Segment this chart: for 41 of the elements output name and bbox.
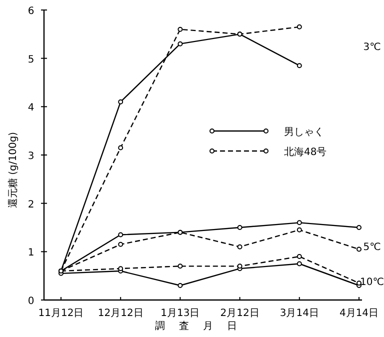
x-tick-label: 3月14日	[280, 308, 319, 319]
y-tick-label: 5	[28, 54, 34, 66]
point	[296, 63, 302, 68]
point	[118, 232, 124, 238]
point	[296, 220, 302, 226]
legend-label: 男しゃく	[284, 127, 324, 138]
point	[237, 225, 242, 230]
text: 5℃	[363, 242, 381, 253]
point	[356, 225, 362, 230]
point	[118, 145, 124, 150]
y-tick-label: 2	[28, 199, 34, 210]
x-tick-label: 1月13日	[160, 308, 200, 319]
point	[296, 254, 302, 259]
x-tick-label: 12月12日	[98, 308, 144, 319]
point	[178, 283, 183, 288]
point	[237, 264, 242, 269]
y-tick-label: 6	[28, 6, 34, 17]
y-axis-title: 還元糖 (g/100g)	[7, 132, 19, 208]
point	[356, 280, 362, 286]
y-tick-label: 3	[28, 151, 34, 162]
y-tick-label: 1	[28, 248, 34, 259]
text: 3℃	[363, 42, 381, 53]
legend-label: 北海48号	[284, 146, 327, 158]
point	[178, 41, 183, 46]
point	[178, 26, 183, 32]
x-tick-label: 2月12日	[220, 308, 260, 319]
annotation: 10℃	[360, 277, 384, 288]
y-tick-label: 0	[28, 296, 34, 307]
x-tick-label: 4月14日	[339, 308, 379, 319]
point	[356, 246, 362, 252]
point	[296, 261, 302, 266]
point	[118, 266, 124, 272]
point	[118, 99, 124, 104]
point	[296, 227, 302, 232]
point	[118, 242, 124, 247]
point	[237, 244, 242, 250]
x-axis-title: 調査月日	[155, 320, 251, 332]
point	[178, 264, 183, 269]
y-tick-label: 4	[28, 102, 34, 114]
x-tick-label: 11月12日	[38, 308, 84, 319]
point	[296, 24, 302, 30]
